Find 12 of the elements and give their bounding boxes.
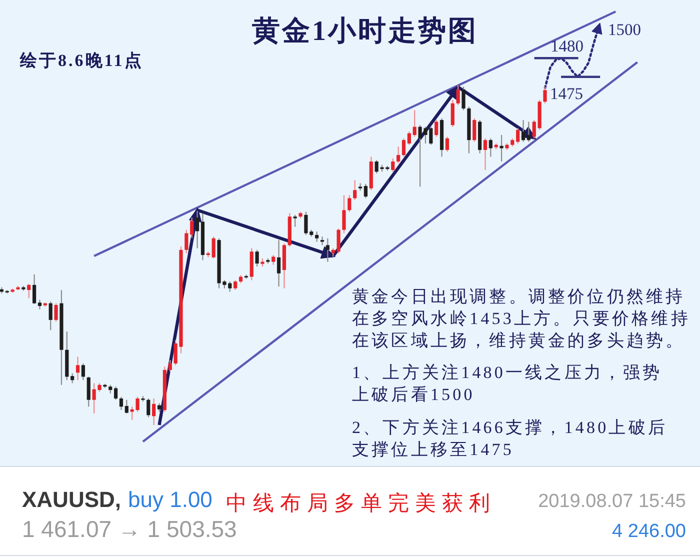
annotation: XAUUSD, bbox=[22, 487, 122, 512]
annotation: 1 461.07 → 1 503.53 bbox=[22, 516, 237, 542]
annotation: 中线布局多单完美获利 bbox=[226, 491, 496, 515]
annotation: 1500 bbox=[608, 20, 641, 39]
annotation: 4 246.00 bbox=[612, 521, 686, 542]
annotation: 2019.08.07 15:45 bbox=[538, 491, 686, 512]
annotation: 2、下方关注1466支撑，1480上破后支撑位上移至1475 bbox=[352, 418, 668, 459]
subtitle: 绘于8.6晚11点 bbox=[20, 51, 144, 70]
title: 黄金1小时走势图 bbox=[252, 16, 478, 47]
annotation: buy 1.00 bbox=[128, 487, 212, 512]
annotation: 1、上方关注1480一线之压力，强势上破后看1500 bbox=[352, 363, 662, 404]
annotation: 黄金今日出现调整。调整价位仍然维持在多空风水岭1453上方。只要价格维持在该区域上扬，维持黄金的多头趋势。 bbox=[352, 287, 690, 350]
